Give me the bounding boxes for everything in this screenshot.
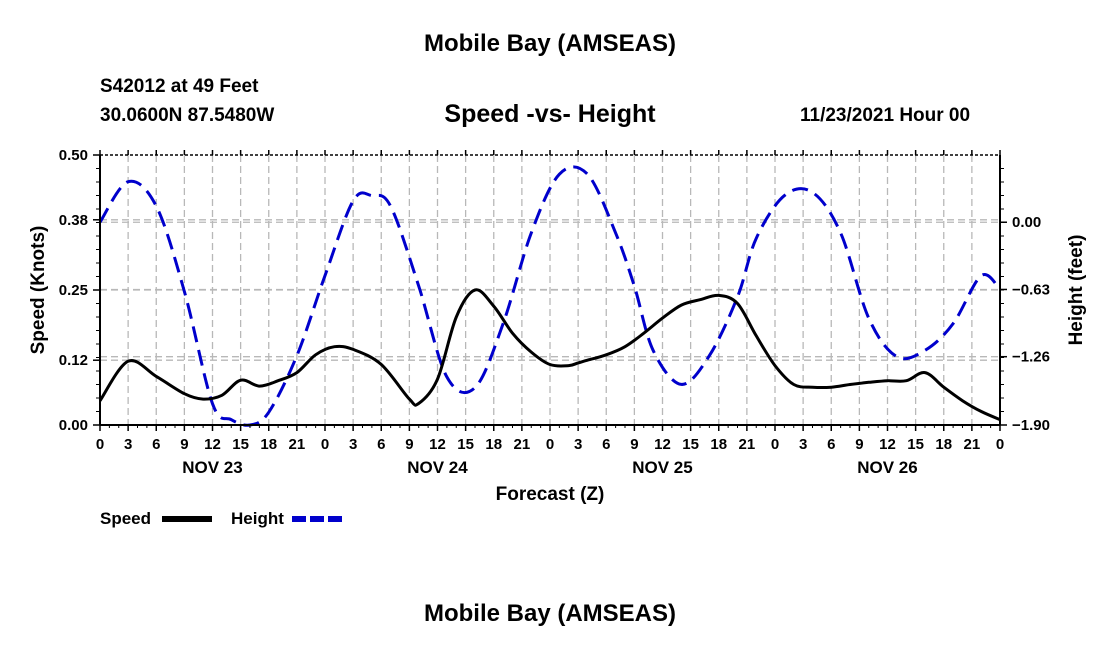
x-tick-label: 21	[514, 436, 531, 453]
x-tick-label: 3	[799, 436, 807, 453]
x-tick-label: 18	[710, 436, 727, 453]
x-tick-label: 9	[855, 436, 863, 453]
x-axis-title: Forecast (Z)	[496, 484, 605, 505]
y-right-tick-label: 0.00	[1012, 214, 1041, 231]
chart-subtitle: Speed -vs- Height	[444, 100, 656, 128]
x-tick-label: 0	[321, 436, 329, 453]
legend-height-label: Height	[231, 509, 284, 528]
x-tick-label: 0	[996, 436, 1004, 453]
y-right-tick-label: −1.26	[1012, 349, 1050, 366]
x-tick-label: 12	[204, 436, 221, 453]
x-tick-label: 21	[964, 436, 981, 453]
footer-title: Mobile Bay (AMSEAS)	[423, 600, 677, 627]
x-tick-label: 18	[935, 436, 952, 453]
x-tick-label: 15	[907, 436, 924, 453]
forecast-datetime: 11/23/2021 Hour 00	[800, 105, 971, 126]
x-tick-label: 6	[152, 436, 160, 453]
legend-speed-label: Speed	[100, 509, 152, 528]
y-left-axis-title: Speed (Knots)	[28, 226, 49, 355]
chart-title: Mobile Bay (AMSEAS)	[423, 30, 677, 57]
x-tick-label: 3	[574, 436, 582, 453]
x-tick-label: 21	[739, 436, 756, 453]
axis-ticks	[93, 150, 1007, 431]
x-day-label: NOV 23	[182, 458, 242, 477]
x-tick-label: 12	[654, 436, 671, 453]
x-day-label: NOV 25	[632, 458, 692, 477]
y-left-tick-label: 0.00	[59, 417, 88, 434]
x-tick-label: 18	[485, 436, 502, 453]
speed-series-line	[98, 288, 1001, 421]
x-tick-label: 6	[827, 436, 835, 453]
y-left-tick-label: 0.25	[59, 282, 88, 299]
x-tick-label: 18	[260, 436, 277, 453]
y-right-tick-label: −0.63	[1012, 281, 1050, 298]
y-right-axis-title: Height (feet)	[1066, 235, 1087, 346]
y-left-tick-label: 0.38	[59, 212, 88, 229]
x-tick-label: 3	[349, 436, 357, 453]
x-day-label: NOV 26	[857, 458, 917, 477]
x-tick-label: 0	[96, 436, 104, 453]
x-tick-label: 0	[771, 436, 779, 453]
x-tick-label: 15	[682, 436, 699, 453]
y-left-tick-label: 0.12	[59, 352, 88, 369]
x-tick-label: 6	[377, 436, 385, 453]
x-tick-label: 6	[602, 436, 610, 453]
station-label: S42012 at 49 Feet	[100, 76, 259, 97]
y-right-tick-label: −1.90	[1012, 417, 1050, 434]
x-tick-label: 12	[879, 436, 896, 453]
x-day-label: NOV 24	[407, 458, 468, 477]
x-tick-label: 21	[289, 436, 306, 453]
x-tick-label: 9	[405, 436, 413, 453]
x-tick-label: 9	[630, 436, 638, 453]
x-tick-label: 0	[546, 436, 554, 453]
axis-labels: 0 3 6 9 12 15 18 21 0 3 6 9 12 15 18 21 0 3 6 9 12 15 18 21 0 3 6 9…	[28, 147, 1087, 505]
x-tick-label: 9	[180, 436, 188, 453]
x-tick-label: 3	[124, 436, 132, 453]
x-tick-label: 15	[232, 436, 249, 453]
x-tick-label: 12	[429, 436, 446, 453]
coordinates-label: 30.0600N 87.5480W	[100, 105, 275, 126]
x-tick-label: 15	[457, 436, 474, 453]
y-left-tick-label: 0.50	[59, 147, 88, 164]
